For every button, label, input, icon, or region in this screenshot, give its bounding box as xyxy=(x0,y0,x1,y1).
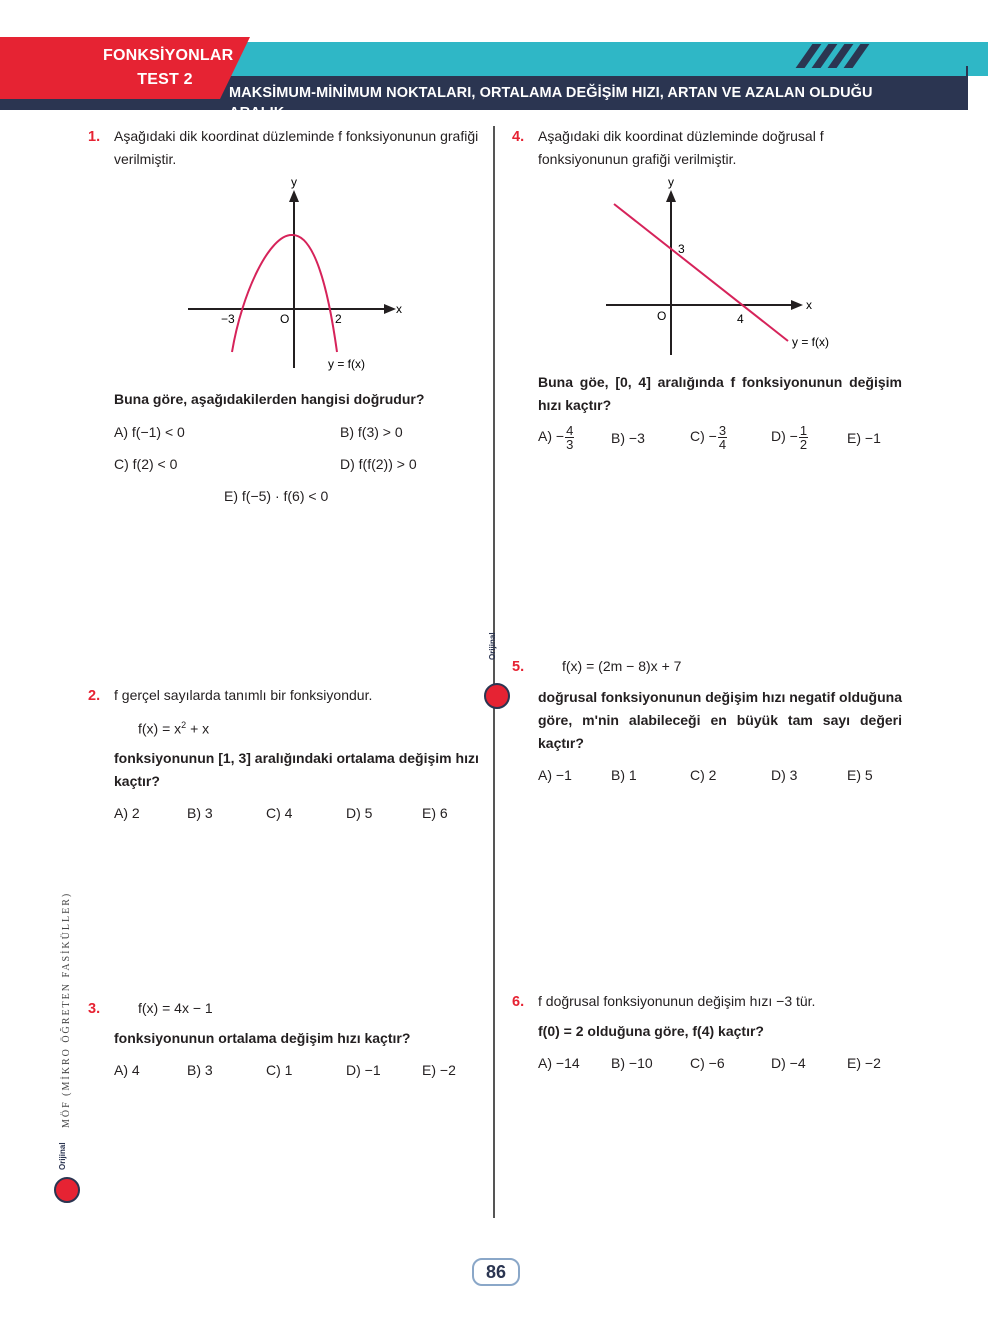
q6-option-d[interactable]: D) −4 xyxy=(771,1055,806,1071)
q4-option-d[interactable]: D) −1 2 xyxy=(771,423,809,452)
q1-origin: O xyxy=(280,312,289,326)
q1-y-label: y xyxy=(291,175,297,189)
q5-question: doğrusal fonksiyonunun değişim hızı nega… xyxy=(538,689,902,751)
q2-option-a[interactable]: A) 2 xyxy=(114,805,140,821)
middle-brand-logo-icon xyxy=(484,683,510,709)
header-title: FONKSİYONLAR TEST 2 xyxy=(103,44,234,92)
q5-option-b[interactable]: B) 1 xyxy=(611,767,637,783)
header-edge xyxy=(966,66,968,110)
q4-number: 4. xyxy=(512,129,525,145)
q5-option-d[interactable]: D) 3 xyxy=(771,767,798,783)
q2-option-c[interactable]: C) 4 xyxy=(266,805,293,821)
q1-number: 1. xyxy=(88,129,101,145)
q6-option-a[interactable]: A) −14 xyxy=(538,1055,580,1071)
q4-line xyxy=(613,203,789,342)
q4-option-d-prefix: D) − xyxy=(771,428,798,445)
side-brand-word: Orijinal xyxy=(58,1142,67,1170)
q2-option-b[interactable]: B) 3 xyxy=(187,805,213,821)
column-divider xyxy=(493,126,495,1218)
q2-option-d[interactable]: D) 5 xyxy=(346,805,373,821)
q4-y-intercept: 3 xyxy=(678,242,685,256)
q4-option-d-den: 2 xyxy=(799,437,808,452)
side-brand-logo-icon xyxy=(54,1177,80,1203)
q1-text: Aşağıdaki dik koordinat düzleminde f fon… xyxy=(114,128,479,167)
q5-option-c[interactable]: C) 2 xyxy=(690,767,717,783)
q3-option-e[interactable]: E) −2 xyxy=(422,1062,456,1078)
q6-option-c[interactable]: C) −6 xyxy=(690,1055,725,1071)
test-title: TEST 2 xyxy=(137,71,193,88)
q1-curve-label: y = f(x) xyxy=(328,357,365,371)
q4-option-a[interactable]: A) −4 3 xyxy=(538,423,575,452)
q4-option-a-den: 3 xyxy=(566,437,574,452)
q2-text: f gerçel sayılarda tanımlı bir fonksiyon… xyxy=(114,687,373,703)
q1-option-d[interactable]: D) f(f(2)) > 0 xyxy=(340,456,417,472)
page-number: 86 xyxy=(472,1258,520,1286)
q3-formula: f(x) = 4x − 1 xyxy=(138,1000,213,1016)
q2-formula-exp: 2 xyxy=(181,720,187,730)
q3-option-a[interactable]: A) 4 xyxy=(114,1062,140,1078)
q1-tick-right: 2 xyxy=(335,312,342,326)
q4-origin: O xyxy=(657,309,666,323)
q3-option-c[interactable]: C) 1 xyxy=(266,1062,293,1078)
q3-question: fonksiyonunun ortalama değişim hızı kaçt… xyxy=(114,1030,411,1046)
header-subtitle: MAKSİMUM-MİNİMUM NOKTALARI, ORTALAMA DEĞ… xyxy=(229,85,873,121)
q4-x-intercept: 4 xyxy=(737,312,744,326)
q4-option-d-num: 1 xyxy=(798,423,809,438)
q4-x-label: x xyxy=(806,298,812,312)
side-series-label: MÖF (MİKRO ÖĞRETEN FASİKÜLLER) xyxy=(61,891,72,1128)
q2-number: 2. xyxy=(88,688,101,704)
q2-formula-base: f(x) = x xyxy=(138,720,182,737)
q1-x-arrow xyxy=(384,304,396,314)
q4-option-b[interactable]: B) −3 xyxy=(611,430,645,446)
q4-option-c-prefix: C) − xyxy=(690,428,717,445)
q6-option-e[interactable]: E) −2 xyxy=(847,1055,881,1071)
q2-question: fonksiyonunun [1, 3] aralığındaki ortala… xyxy=(114,750,479,789)
q1-tick-left: −3 xyxy=(221,312,235,326)
q3-number: 3. xyxy=(88,1001,101,1017)
q4-text: Aşağıdaki dik koordinat düzleminde doğru… xyxy=(538,128,824,167)
q3-option-b[interactable]: B) 3 xyxy=(187,1062,213,1078)
q4-option-e[interactable]: E) −1 xyxy=(847,430,881,446)
q4-y-label: y xyxy=(668,175,674,189)
q4-option-a-prefix: A) − xyxy=(538,428,565,445)
q4-option-a-num: 4 xyxy=(565,423,575,438)
q1-x-label: x xyxy=(396,302,402,316)
q1-y-arrow xyxy=(289,190,299,202)
q1-graph: y x O −3 2 y = f(x) xyxy=(188,175,402,371)
q4-line-label: y = f(x) xyxy=(792,335,829,349)
q5-number: 5. xyxy=(512,659,525,675)
q1-option-a[interactable]: A) f(−1) < 0 xyxy=(114,424,185,440)
q4-option-c-den: 4 xyxy=(718,437,727,452)
q2-formula-tail: + x xyxy=(186,720,210,737)
q4-question: Buna göe, [0, 4] aralığında f fonksiyonu… xyxy=(538,374,902,413)
q6-number: 6. xyxy=(512,994,525,1010)
q6-question: f(0) = 2 olduğuna göre, f(4) kaçtır? xyxy=(538,1023,764,1039)
q5-option-e[interactable]: E) 5 xyxy=(847,767,873,783)
q4-option-c-num: 3 xyxy=(717,423,728,438)
middle-brand-word: Orijinal xyxy=(488,632,497,660)
topic-title: FONKSİYONLAR xyxy=(103,47,234,64)
q2-option-e[interactable]: E) 6 xyxy=(422,805,448,821)
q4-graph: y x O 3 4 y = f(x) xyxy=(606,175,829,355)
q2-formula: f(x) = x2 + x xyxy=(138,714,209,741)
q5-formula: f(x) = (2m − 8)x + 7 xyxy=(562,658,682,674)
q1-option-e[interactable]: E) f(−5) · f(6) < 0 xyxy=(224,488,329,504)
q5-option-a[interactable]: A) −1 xyxy=(538,767,572,783)
q3-option-d[interactable]: D) −1 xyxy=(346,1062,381,1078)
q1-option-c[interactable]: C) f(2) < 0 xyxy=(114,456,178,472)
q4-x-arrow xyxy=(791,300,803,310)
header-tab-red xyxy=(0,37,250,99)
q1-question: Buna göre, aşağıdakilerden hangisi doğru… xyxy=(114,391,425,407)
q1-option-b[interactable]: B) f(3) > 0 xyxy=(340,424,403,440)
q1-curve xyxy=(231,233,338,353)
q6-option-b[interactable]: B) −10 xyxy=(611,1055,653,1071)
q4-y-arrow xyxy=(666,190,676,202)
header-stripes xyxy=(790,44,870,68)
q4-option-c[interactable]: C) −3 4 xyxy=(690,423,728,452)
q6-text: f doğrusal fonksiyonunun değişim hızı −3… xyxy=(538,993,816,1009)
